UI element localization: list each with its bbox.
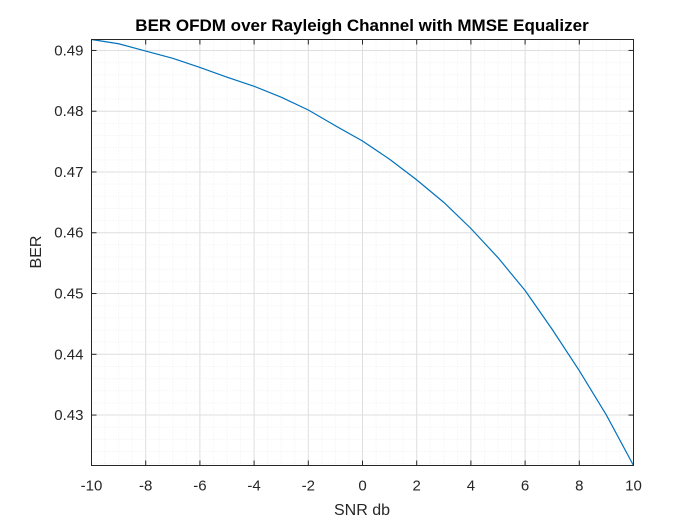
x-tick-label: -6 <box>193 478 206 495</box>
y-tick-labels: 0.43 0.44 0.45 0.46 0.47 0.48 0.49 <box>54 42 83 424</box>
axis-ticks <box>91 39 634 466</box>
x-tick-label: 2 <box>413 478 421 495</box>
x-tick-label: 8 <box>575 478 583 495</box>
x-tick-label: 0 <box>358 478 366 495</box>
series-line <box>91 38 635 466</box>
y-axis-label: BER <box>28 236 45 269</box>
x-tick-label: -2 <box>302 478 315 495</box>
chart-title: BER OFDM over Rayleigh Channel with MMSE… <box>135 16 589 35</box>
y-tick-label: 0.44 <box>54 346 83 363</box>
x-tick-label: -4 <box>247 478 260 495</box>
y-tick-label: 0.43 <box>54 407 83 424</box>
y-tick-label: 0.49 <box>54 42 83 59</box>
x-tick-label: 4 <box>467 478 475 495</box>
y-tick-label: 0.48 <box>54 103 83 120</box>
x-axis-label: SNR db <box>334 502 390 519</box>
y-tick-label: 0.47 <box>54 164 83 181</box>
y-tick-label: 0.46 <box>54 225 83 242</box>
x-tick-labels: -10 -8 -6 -4 -2 0 2 4 6 8 10 <box>81 478 642 495</box>
x-tick-label: -10 <box>81 478 103 495</box>
y-tick-label: 0.45 <box>54 286 83 303</box>
x-tick-label: -8 <box>139 478 152 495</box>
x-tick-label: 6 <box>521 478 529 495</box>
x-tick-label: 10 <box>625 478 642 495</box>
series-layer <box>91 38 635 466</box>
